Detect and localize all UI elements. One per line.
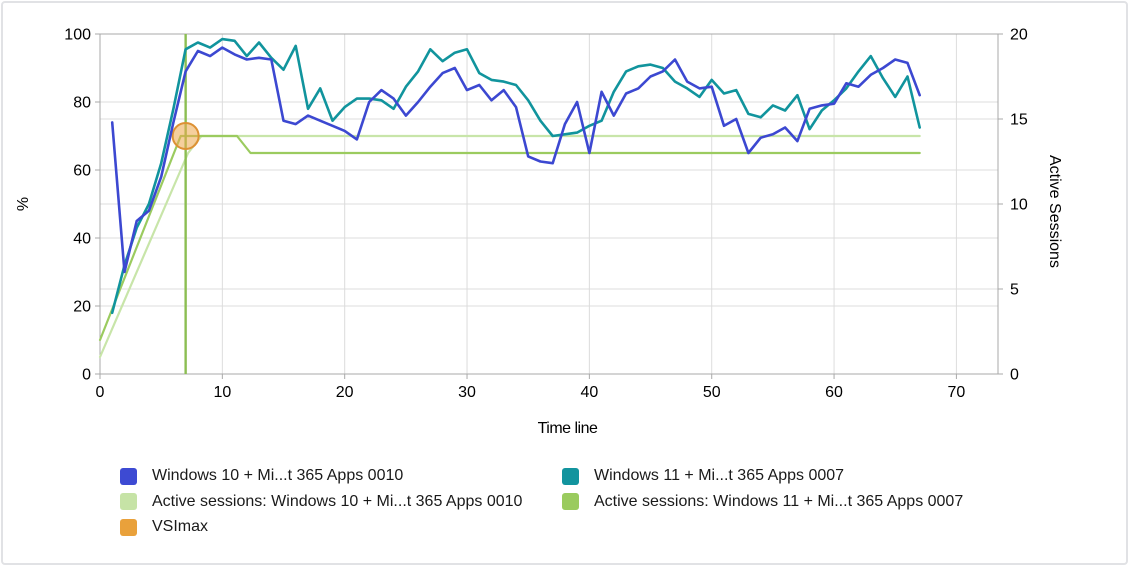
legend-label: Active sessions: Windows 10 + Mi...t 365… xyxy=(152,492,523,510)
y-left-tick-label: 40 xyxy=(73,231,91,248)
y-left-axis-label: % xyxy=(15,196,33,212)
y-right-axis-label: Active Sessions xyxy=(1046,155,1063,268)
legend-item-3[interactable]: Active sessions: Windows 10 + Mi...t 365… xyxy=(120,493,522,511)
x-tick-label: 60 xyxy=(825,384,843,401)
x-tick-label: 40 xyxy=(580,384,598,401)
sessions-win11-line xyxy=(98,134,921,342)
x-tick-label: 50 xyxy=(703,384,721,401)
y-left-tick-label: 100 xyxy=(64,27,91,44)
legend-label: Windows 10 + Mi...t 365 Apps 0010 xyxy=(152,467,404,484)
legend-item-4[interactable]: Active sessions: Windows 11 + Mi...t 365… xyxy=(562,493,963,511)
y-right-tick-label: 0 xyxy=(1010,367,1019,384)
x-tick-label: 70 xyxy=(948,384,966,401)
legend-swatch xyxy=(120,518,137,536)
y-left-tick-label: 20 xyxy=(73,299,91,316)
y-right-tick-label: 15 xyxy=(1010,112,1028,129)
vsimax-marker xyxy=(171,122,200,150)
legend-label: VSImax xyxy=(152,518,209,535)
y-right-tick-label: 20 xyxy=(1010,27,1028,44)
legend-item-1[interactable]: Windows 10 + Mi...t 365 Apps 0010 xyxy=(120,467,403,485)
legend-swatch xyxy=(120,467,137,485)
x-axis-label: Time line xyxy=(537,420,598,437)
y-left-tick-label: 60 xyxy=(73,163,91,180)
cpu-sessions-chart: 0 10 20 30 40 50 60 70 0 20 40 60 80 100 0 5 10 15 20 xyxy=(64,27,1028,402)
legend-swatch xyxy=(562,493,579,510)
legend-item-5[interactable]: VSImax xyxy=(120,518,208,536)
y-left-tick-label: 80 xyxy=(73,95,91,112)
legend-label: Active sessions: Windows 11 + Mi...t 365… xyxy=(594,492,964,510)
cpu-win11-line xyxy=(110,37,922,315)
y-left-tick-label: 0 xyxy=(82,367,91,384)
x-tick-label: 20 xyxy=(336,384,354,401)
x-tick-label: 0 xyxy=(96,384,105,401)
legend-item-2[interactable]: Windows 11 + Mi...t 365 Apps 0007 xyxy=(562,467,844,485)
legend-label: Windows 11 + Mi...t 365 Apps 0007 xyxy=(594,467,845,484)
y-right-tick-label: 10 xyxy=(1010,197,1028,214)
x-tick-label: 10 xyxy=(213,384,231,401)
cpu-win10-line xyxy=(110,46,922,274)
legend-swatch xyxy=(120,493,137,510)
x-tick-label: 30 xyxy=(458,384,476,401)
sessions-win10-line xyxy=(98,134,921,359)
legend-swatch xyxy=(562,467,579,485)
y-right-tick-label: 5 xyxy=(1010,282,1019,299)
